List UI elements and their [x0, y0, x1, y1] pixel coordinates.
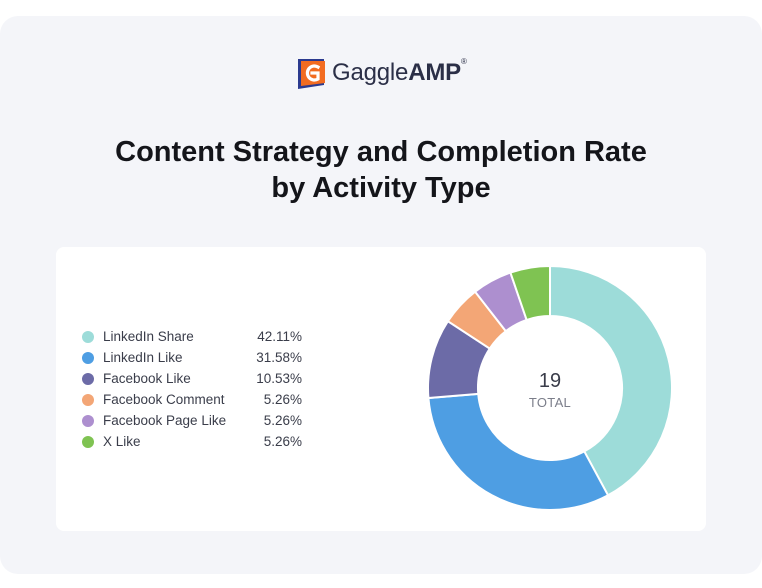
chart-title-line-2: by Activity Type [271, 172, 491, 204]
center-total-value: 19 [539, 370, 561, 392]
legend-value: 5.26% [263, 434, 302, 449]
chart-title-line-1: Content Strategy and Completion Rate [115, 136, 647, 168]
legend-swatch [82, 351, 94, 364]
gaggleamp-logo: GaggleAMP® [296, 55, 467, 91]
legend-item: LinkedIn Share 42.11% [82, 326, 302, 347]
legend-item: Facebook Page Like 5.26% [82, 410, 302, 431]
legend-value: 5.26% [263, 392, 302, 407]
donut-chart: 19 TOTAL [427, 264, 673, 511]
legend-item: LinkedIn Like 31.58% [82, 347, 302, 368]
legend-label: LinkedIn Like [103, 350, 183, 365]
legend-label: Facebook Page Like [103, 413, 227, 428]
legend-label: LinkedIn Share [103, 329, 194, 344]
donut-slice [427, 392, 610, 511]
gaggleamp-logo-icon [298, 59, 325, 89]
legend-value: 5.26% [263, 413, 302, 428]
legend-item: Facebook Comment 5.26% [82, 389, 302, 410]
chart-legend: LinkedIn Share 42.11% LinkedIn Like 31.58% F… [82, 326, 302, 452]
legend-item: X Like 5.26% [82, 431, 302, 452]
chart-title: Content Strategy and Completion Rate by … [0, 134, 762, 206]
legend-label: X Like [103, 434, 141, 449]
center-total-label: TOTAL [529, 395, 571, 410]
legend-swatch [82, 372, 94, 385]
legend-item: Facebook Like 10.53% [82, 368, 302, 389]
legend-swatch [82, 330, 94, 343]
legend-swatch [82, 393, 94, 406]
legend-value: 31.58% [256, 350, 302, 365]
legend-label: Facebook Like [103, 371, 191, 386]
donut-slice [549, 264, 673, 497]
legend-label: Facebook Comment [103, 392, 225, 407]
legend-value: 10.53% [256, 371, 302, 386]
legend-swatch [82, 435, 94, 448]
logo-wordmark: GaggleAMP® [332, 57, 467, 86]
legend-value: 42.11% [257, 329, 302, 344]
donut-slice [509, 264, 551, 322]
legend-swatch [82, 414, 94, 427]
